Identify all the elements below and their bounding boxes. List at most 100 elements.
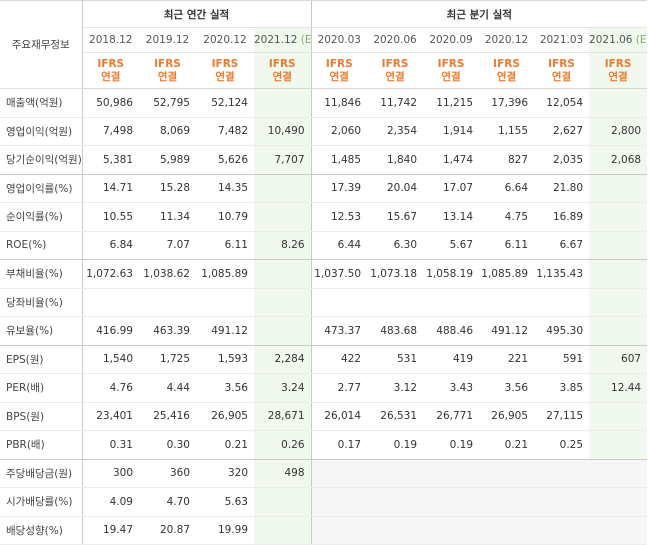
row-label: 유보율(%)	[0, 316, 83, 346]
accounting-standard-label: IFRS 연결	[589, 52, 648, 89]
table-cell: 2,060	[310, 117, 368, 146]
table-cell: 3.24	[254, 373, 312, 403]
table-cell: 827	[479, 145, 535, 175]
table-cell: 11.34	[139, 202, 196, 232]
table-cell: 6.11	[479, 231, 535, 260]
accounting-standard-label: IFRS 연결	[82, 52, 139, 89]
table-cell	[534, 459, 590, 488]
table-cell: 1,085.89	[479, 259, 535, 289]
table-cell: 498	[254, 459, 312, 488]
table-cell: 320	[196, 459, 254, 488]
table-cell	[367, 516, 424, 545]
table-cell	[479, 487, 535, 517]
table-cell	[367, 487, 424, 517]
table-cell: 1,058.19	[423, 259, 480, 289]
table-row: EPS(원) 1,540 1,725 1,593 2,284 422 531 419 221 59…	[0, 345, 648, 374]
period-header: 2020.12	[479, 27, 535, 53]
table-cell	[196, 288, 254, 317]
accounting-standard-label: IFRS 연결	[534, 52, 590, 89]
table-cell: 0.21	[479, 430, 535, 460]
period-header: 2020.12	[196, 27, 254, 53]
table-cell: 3.56	[479, 373, 535, 403]
table-cell	[139, 288, 196, 317]
table-row: BPS(원) 23,401 25,416 26,905 28,671 26,014 26,5…	[0, 402, 648, 431]
consolidated-label: 연결	[101, 70, 121, 83]
table-cell: 19.47	[82, 516, 139, 545]
table-cell	[589, 459, 648, 488]
table-cell	[254, 316, 312, 346]
row-label: 당기순이익(억원)	[0, 145, 83, 175]
table-cell: 0.19	[423, 430, 480, 460]
table-cell: 3.43	[423, 373, 480, 403]
table-cell: 26,905	[479, 402, 535, 431]
table-cell: 6.64	[479, 174, 535, 203]
table-cell: 1,540	[82, 345, 139, 374]
consolidated-label: 연결	[385, 70, 405, 83]
accounting-standard-label: IFRS 연결	[479, 52, 535, 89]
ifrs-label: IFRS	[325, 57, 353, 70]
table-cell: 6.30	[367, 231, 424, 260]
table-cell: 6.84	[82, 231, 139, 260]
table-row: 시가배당률(%) 4.09 4.70 5.63	[0, 487, 648, 517]
table-cell: 50,986	[82, 88, 139, 118]
table-cell: 10,490	[254, 117, 312, 146]
table-cell	[479, 516, 535, 545]
table-cell: 26,905	[196, 402, 254, 431]
table-row: ROE(%) 6.84 7.07 6.11 8.26 6.44 6.30 5.67 6.11 6.…	[0, 231, 648, 260]
table-cell	[254, 487, 312, 517]
table-cell: 52,795	[139, 88, 196, 118]
table-cell: 1,038.62	[139, 259, 196, 289]
accounting-standard-label: IFRS 연결	[254, 52, 312, 89]
ifrs-label: IFRS	[268, 57, 296, 70]
table-cell: 16.89	[534, 202, 590, 232]
table-cell: 419	[423, 345, 480, 374]
table-cell: 2.77	[310, 373, 368, 403]
table-row: 매출액(억원) 50,986 52,795 52,124 11,846 11,742 11,…	[0, 88, 648, 118]
table-cell: 495.30	[534, 316, 590, 346]
table-cell: 27,115	[534, 402, 590, 431]
table-cell: 4.09	[82, 487, 139, 517]
table-row: PBR(배) 0.31 0.30 0.21 0.26 0.17 0.19 0.19 0.21 0.…	[0, 430, 648, 460]
table-cell: 26,771	[423, 402, 480, 431]
period-label: 2021.12	[254, 34, 298, 46]
table-cell	[589, 174, 648, 203]
table-cell: 6.44	[310, 231, 368, 260]
consolidated-label: 연결	[551, 70, 572, 83]
table-cell: 6.11	[196, 231, 254, 260]
table-cell	[367, 288, 424, 317]
table-cell: 0.25	[534, 430, 590, 460]
table-cell: 4.44	[139, 373, 196, 403]
table-cell: 28,671	[254, 402, 312, 431]
table-cell: 12.53	[310, 202, 368, 232]
table-cell: 25,416	[139, 402, 196, 431]
table-cell: 1,593	[196, 345, 254, 374]
table-cell	[589, 88, 648, 118]
table-cell: 300	[82, 459, 139, 488]
consolidated-label: 연결	[496, 70, 517, 83]
table-cell	[589, 430, 648, 460]
table-cell	[310, 516, 368, 545]
table-cell: 3.12	[367, 373, 424, 403]
table-cell: 11,742	[367, 88, 424, 118]
table-cell: 7,707	[254, 145, 312, 175]
table-cell	[254, 174, 312, 203]
row-label: 순이익률(%)	[0, 202, 83, 232]
table-cell: 473.37	[310, 316, 368, 346]
table-cell: 416.99	[82, 316, 139, 346]
table-cell	[589, 516, 648, 545]
table-cell: 1,474	[423, 145, 480, 175]
row-label: PBR(배)	[0, 430, 83, 460]
table-cell: 463.39	[139, 316, 196, 346]
period-header-estimate: 2021.12 (E)	[254, 27, 312, 53]
row-label: 매출액(억원)	[0, 88, 83, 118]
table-cell: 19.99	[196, 516, 254, 545]
table-cell	[423, 459, 480, 488]
table-cell: 1,073.18	[367, 259, 424, 289]
table-cell: 1,135.43	[534, 259, 590, 289]
consolidated-label: 연결	[215, 70, 235, 83]
consolidated-label: 연결	[608, 70, 628, 83]
row-label: EPS(원)	[0, 345, 83, 374]
table-cell	[589, 259, 648, 289]
table-cell: 0.21	[196, 430, 254, 460]
table-cell: 15.28	[139, 174, 196, 203]
